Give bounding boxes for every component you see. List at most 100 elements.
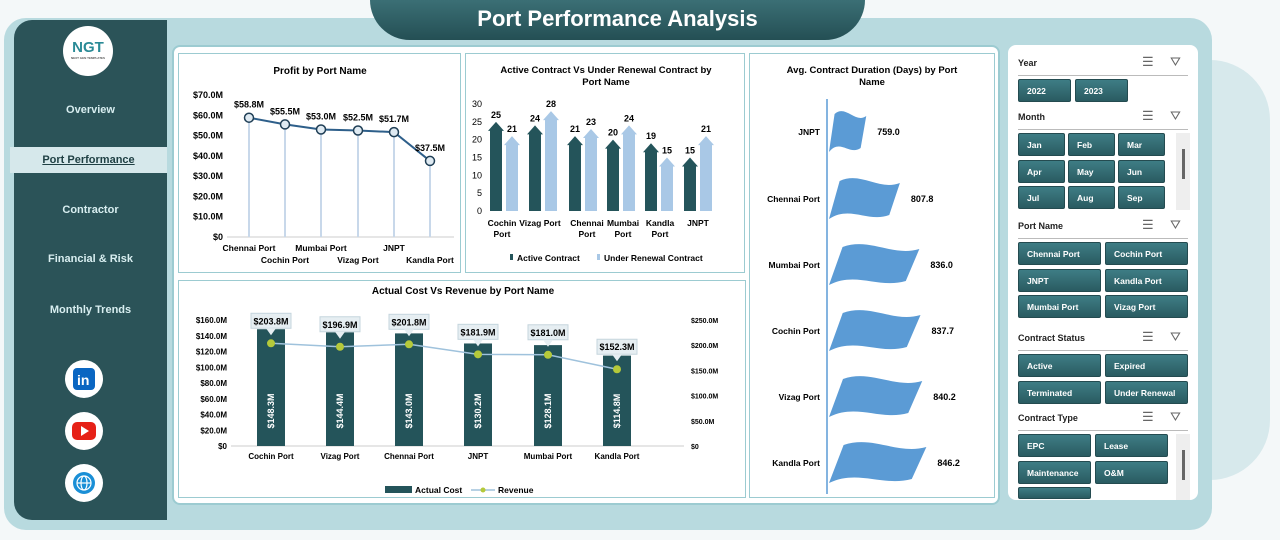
nav-financial-risk[interactable]: Financial & Risk: [48, 253, 133, 265]
nav-overview[interactable]: Overview: [66, 104, 115, 116]
callout-pointer: [612, 354, 622, 362]
y2-tick-label: $100.0M: [691, 394, 718, 401]
y-tick-label: Kandla Port: [772, 458, 820, 468]
slicer-item-type[interactable]: O&M: [1095, 460, 1168, 484]
clear-filter-icon[interactable]: ⛛: [1170, 54, 1181, 69]
bar-value-label: $148.3M: [266, 393, 276, 428]
youtube-icon: [72, 422, 96, 440]
slicer-item-month[interactable]: May: [1068, 159, 1115, 183]
slicer-item-type[interactable]: Maintenance: [1018, 460, 1091, 484]
data-label: 840.2: [933, 392, 956, 402]
actual-cost-bar: [326, 332, 354, 446]
data-label: 24: [530, 113, 540, 123]
nav-monthly-trends[interactable]: Monthly Trends: [49, 304, 132, 316]
x-tick-label: Cochin Port: [261, 255, 309, 265]
cost-revenue-chart: Actual Cost Vs Revenue by Port Name $0 $20…: [178, 280, 746, 498]
y2-tick-label: $200.0M: [691, 343, 718, 350]
slicer-item-month[interactable]: Feb: [1068, 133, 1115, 156]
y-tick-label: $40.0M: [200, 411, 227, 420]
active-arrow-bar: [643, 143, 659, 211]
youtube-button[interactable]: [65, 412, 103, 450]
website-button[interactable]: [65, 464, 103, 502]
x-tick-label: Mumbai Port: [524, 452, 573, 461]
slicer-item-status[interactable]: Active: [1018, 354, 1101, 377]
bar-value-label: $128.1M: [543, 393, 553, 428]
slicer-item-port[interactable]: Kandla Port: [1105, 268, 1188, 292]
slicer-item-month[interactable]: Jun: [1118, 159, 1165, 183]
nav-contractor[interactable]: Contractor: [62, 204, 119, 216]
y-tick-label: 30: [472, 99, 482, 109]
data-label: $52.5M: [343, 113, 373, 123]
data-label: $55.5M: [270, 106, 300, 116]
multi-select-icon[interactable]: ☰: [1142, 329, 1154, 344]
slicer-item-status[interactable]: Under Renewal: [1105, 380, 1188, 404]
revenue-point: [405, 340, 413, 349]
contracts-chart: Active Contract Vs Under Renewal Contrac…: [465, 53, 745, 273]
slicer-item-type-partial[interactable]: [1018, 487, 1091, 499]
x-tick-label: Chennai: [570, 218, 604, 228]
slicer-item-status[interactable]: Terminated: [1018, 380, 1101, 404]
y-tick-label: $0: [218, 442, 227, 451]
slicer-item-month[interactable]: Sep: [1118, 186, 1165, 209]
x-tick-label: JNPT: [383, 243, 406, 253]
multi-select-icon[interactable]: ☰: [1142, 54, 1154, 69]
chart-title: Active Contract Vs Under Renewal Contrac…: [500, 65, 712, 76]
month-scrollbar[interactable]: [1176, 133, 1190, 210]
slicer-item-type[interactable]: EPC: [1018, 434, 1091, 457]
data-label: 836.0: [930, 260, 953, 270]
slicer-item-month[interactable]: Apr: [1018, 159, 1065, 183]
revenue-point: [474, 350, 482, 359]
legend-swatch: [510, 254, 513, 260]
slicer-header-year: Year ☰ ⛛: [1018, 54, 1188, 76]
slicer-item-month[interactable]: Jan: [1018, 133, 1065, 156]
linkedin-button[interactable]: in: [65, 360, 103, 398]
slicer-item-status[interactable]: Expired: [1105, 354, 1188, 377]
revenue-label: $203.8M: [253, 316, 288, 326]
multi-select-icon[interactable]: ☰: [1142, 409, 1154, 424]
svg-text:in: in: [77, 372, 89, 388]
slicer-item-month[interactable]: Aug: [1068, 186, 1115, 209]
chart-title: Avg. Contract Duration (Days) by Port: [787, 65, 959, 76]
revenue-point: [336, 342, 344, 351]
legend-label: Actual Cost: [415, 485, 462, 495]
y-tick-label: JNPT: [798, 127, 821, 137]
y-tick-label: 10: [472, 170, 482, 180]
slicer-header-port: Port Name ☰ ⛛: [1018, 217, 1188, 239]
data-label: 25: [491, 110, 501, 120]
slicer-item-year[interactable]: 2022: [1018, 79, 1071, 102]
y-tick-label: $60.0M: [200, 395, 227, 404]
multi-select-icon[interactable]: ☰: [1142, 108, 1154, 123]
y-tick-label: $120.0M: [196, 348, 227, 357]
type-scrollbar[interactable]: [1176, 434, 1190, 500]
legend-dot: [480, 487, 486, 493]
data-label: 807.8: [911, 194, 934, 204]
slicer-item-month[interactable]: Mar: [1118, 133, 1165, 156]
slicer-item-port[interactable]: Cochin Port: [1105, 242, 1188, 265]
x-tick-label: Cochin Port: [248, 452, 294, 461]
y2-tick-label: $250.0M: [691, 318, 718, 325]
revenue-label: $181.9M: [460, 327, 495, 337]
clear-filter-icon[interactable]: ⛛: [1170, 409, 1181, 424]
data-label: 19: [646, 131, 656, 141]
y-tick-label: $30.0M: [193, 171, 223, 181]
clear-filter-icon[interactable]: ⛛: [1170, 108, 1181, 123]
data-label: 21: [570, 124, 580, 134]
nav-port-performance[interactable]: Port Performance: [10, 147, 167, 173]
slicer-item-port[interactable]: JNPT: [1018, 268, 1101, 292]
slicer-item-port[interactable]: Mumbai Port: [1018, 295, 1101, 318]
slicer-item-type[interactable]: Lease: [1095, 434, 1168, 457]
slicer-item-year[interactable]: 2023: [1075, 79, 1128, 102]
x-tick-label: Port: [652, 229, 669, 239]
slicer-header-month: Month ☰ ⛛: [1018, 108, 1188, 130]
bar-value-label: $114.8M: [612, 394, 622, 429]
multi-select-icon[interactable]: ☰: [1142, 217, 1154, 232]
renewal-arrow-bar: [621, 125, 637, 211]
x-tick-label: Chennai Port: [223, 243, 276, 253]
clear-filter-icon[interactable]: ⛛: [1170, 217, 1181, 232]
slicer-item-port[interactable]: Chennai Port: [1018, 242, 1101, 265]
clear-filter-icon[interactable]: ⛛: [1170, 329, 1181, 344]
y-tick-label: 5: [477, 188, 482, 198]
slicer-item-month[interactable]: Jul: [1018, 186, 1065, 209]
revenue-callout: [250, 312, 292, 329]
slicer-item-port[interactable]: Vizag Port: [1105, 295, 1188, 318]
